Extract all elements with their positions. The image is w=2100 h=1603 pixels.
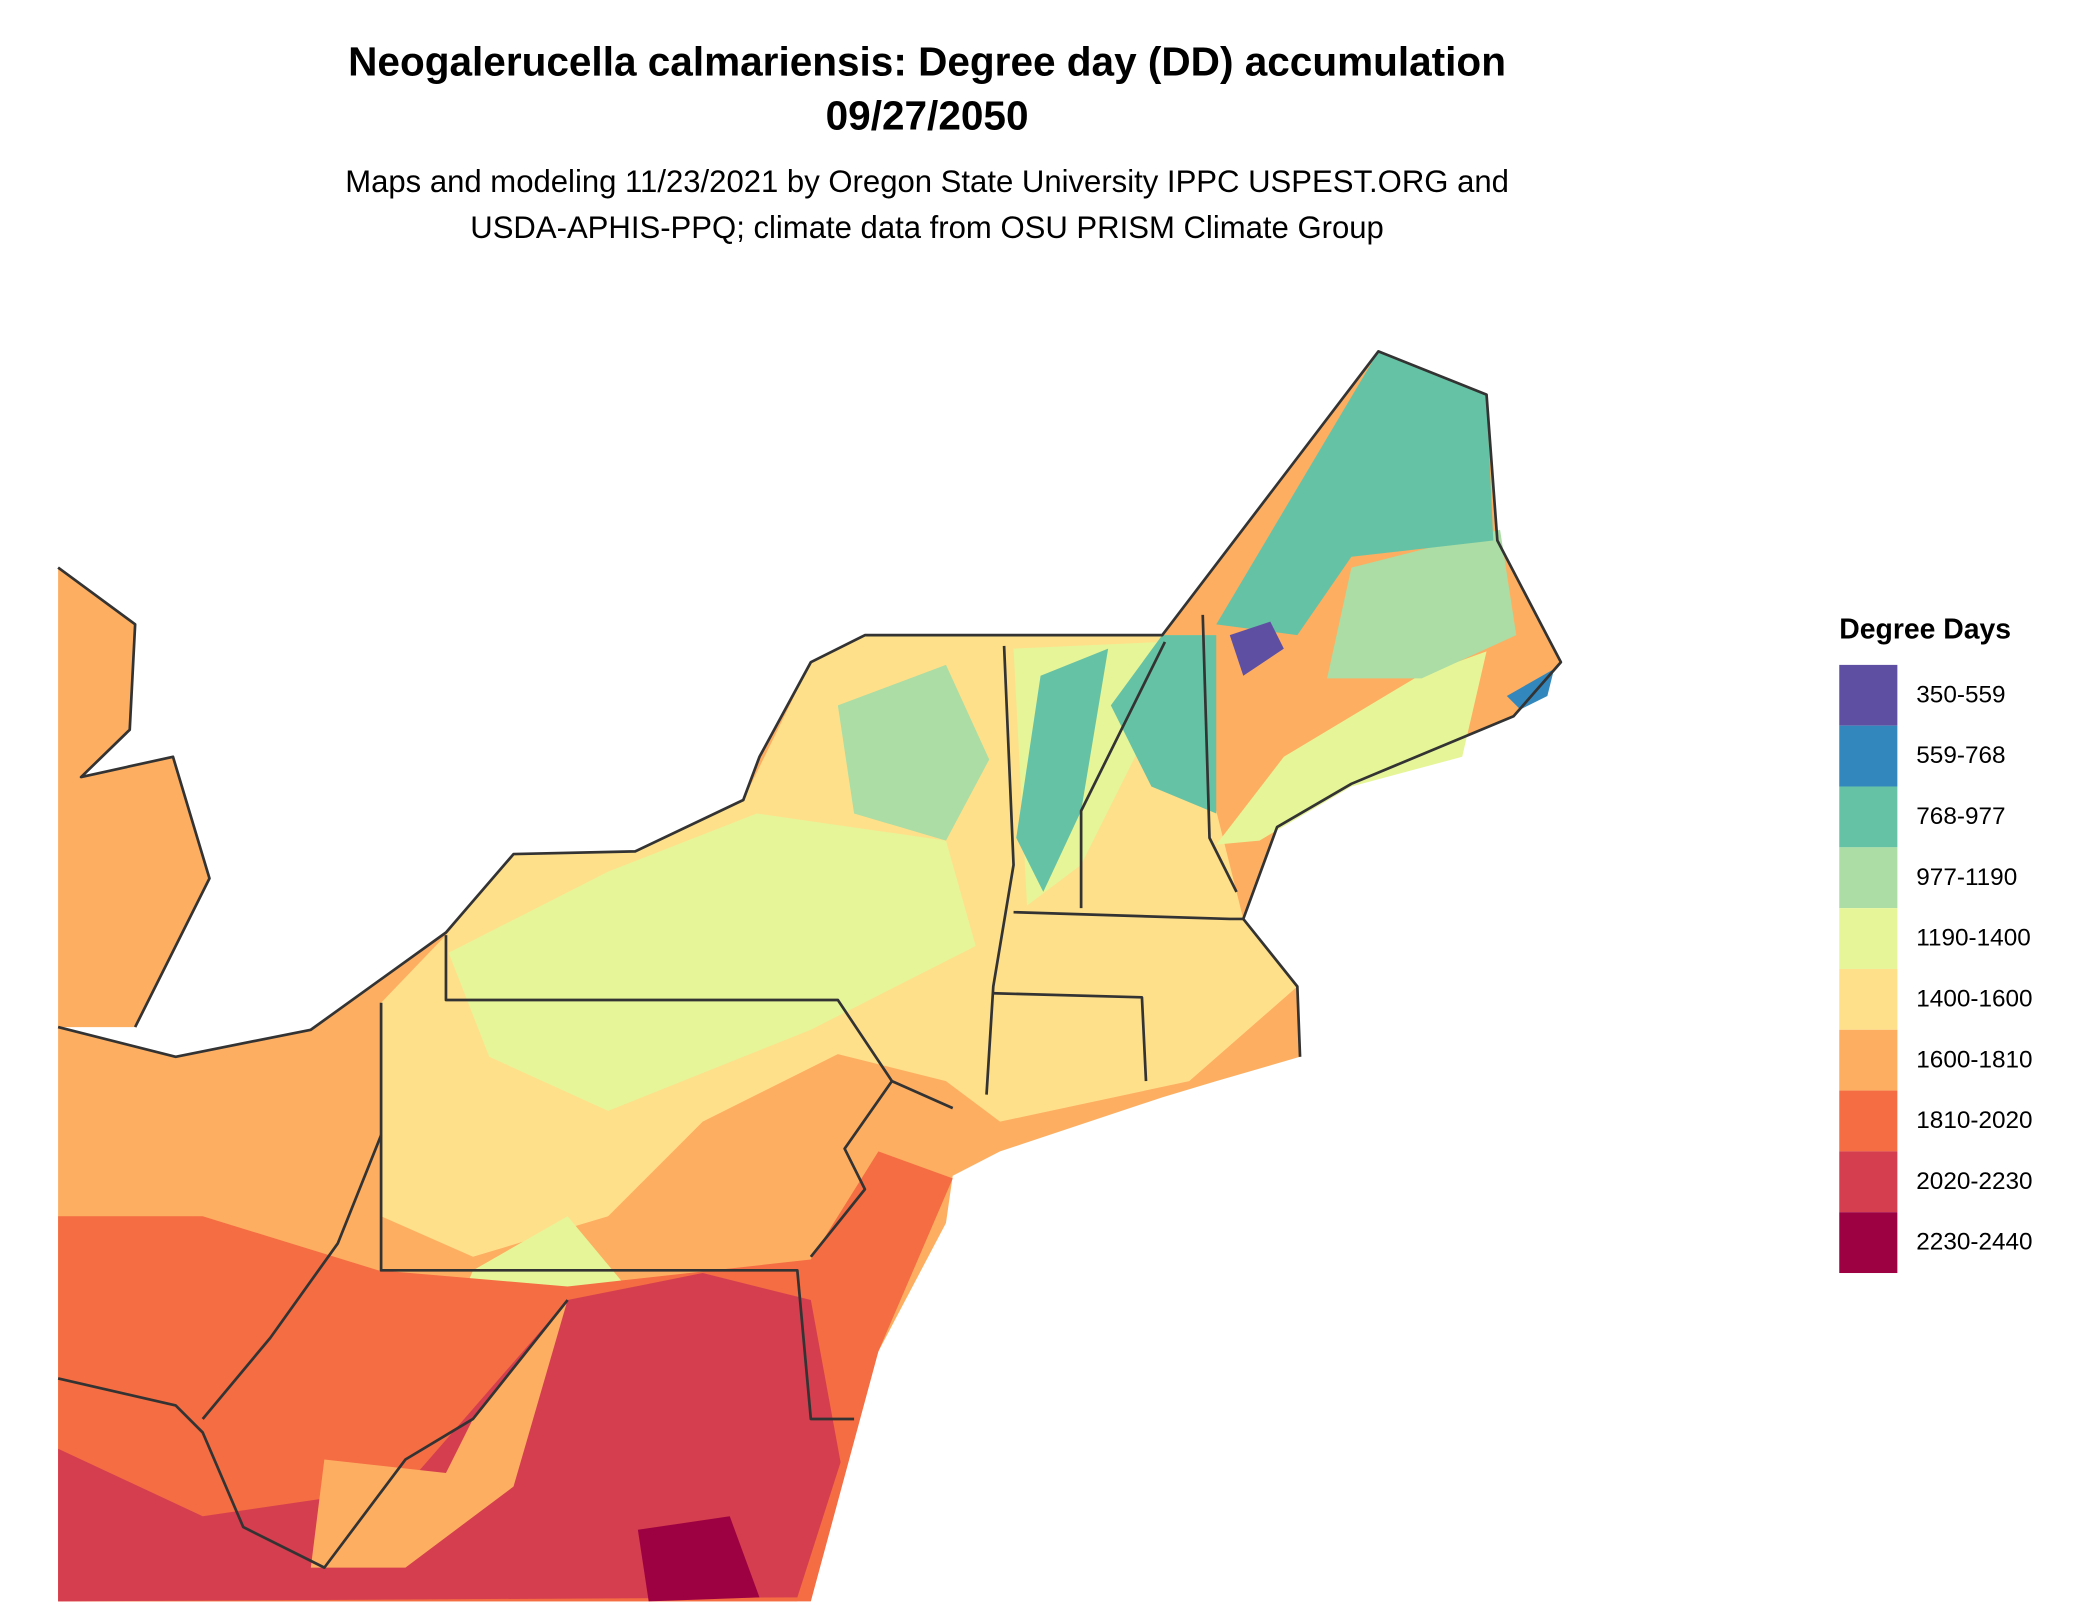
state-line xyxy=(57,566,211,1028)
legend-swatch xyxy=(1839,968,1898,1030)
legend: 350-559 559-768 768-977 977-1190 1190-1400 14… xyxy=(1839,664,2033,1274)
legend-swatch xyxy=(1839,725,1898,787)
legend-label: 977-1190 xyxy=(1916,864,2017,891)
legend-swatch xyxy=(1839,847,1898,909)
legend-label: 1810-2020 xyxy=(1916,1107,2032,1134)
title-date: 09/27/2050 xyxy=(826,93,1029,139)
state-line xyxy=(1201,614,1238,893)
zone xyxy=(1110,635,1217,814)
state-line xyxy=(444,935,954,1110)
zone xyxy=(1016,648,1109,892)
legend-label: 768-977 xyxy=(1916,803,2005,830)
zone xyxy=(1327,529,1517,679)
state-line xyxy=(379,1002,855,1421)
legend-label: 1600-1810 xyxy=(1916,1046,2032,1073)
zone xyxy=(1229,621,1284,676)
zone xyxy=(58,1273,841,1602)
title: Neogalerucella calmariensis: Degree day … xyxy=(348,39,1506,85)
zone xyxy=(1216,351,1494,636)
state-line xyxy=(1079,641,1167,909)
legend-label: 559-768 xyxy=(1916,742,2005,769)
state-line xyxy=(993,991,1148,1082)
legend-swatch xyxy=(1839,1212,1898,1274)
legend-label: 1190-1400 xyxy=(1916,925,2030,952)
zone xyxy=(637,1516,760,1602)
map xyxy=(57,350,1563,1602)
legend-label: 2230-2440 xyxy=(1916,1229,2032,1256)
legend-swatch xyxy=(1839,1151,1898,1213)
zone xyxy=(58,567,210,1028)
zone xyxy=(1216,651,1487,845)
legend-swatch xyxy=(1839,908,1898,969)
legend-swatch xyxy=(1839,786,1898,848)
zone xyxy=(837,664,990,841)
zone xyxy=(1506,668,1555,710)
legend-swatch xyxy=(1839,664,1898,726)
subtitle: USDA-APHIS-PPQ; climate data from OSU PR… xyxy=(470,210,1384,245)
state-line xyxy=(809,1080,894,1258)
legend-swatch xyxy=(1839,1029,1898,1091)
zone xyxy=(448,813,976,1111)
legend-label: 2020-2230 xyxy=(1916,1168,2032,1195)
state-line xyxy=(201,1134,383,1420)
state-line xyxy=(57,350,1563,1059)
state-line xyxy=(1013,910,1244,921)
legend-swatch xyxy=(1839,1090,1898,1152)
legend-label: 1400-1600 xyxy=(1916,985,2032,1012)
legend-title: Degree Days xyxy=(1839,614,2011,646)
legend-label: 350-559 xyxy=(1916,681,2005,708)
state-line xyxy=(985,645,1015,1095)
subtitle: Maps and modeling 11/23/2021 by Oregon S… xyxy=(345,164,1509,199)
state-line xyxy=(57,1299,569,1569)
